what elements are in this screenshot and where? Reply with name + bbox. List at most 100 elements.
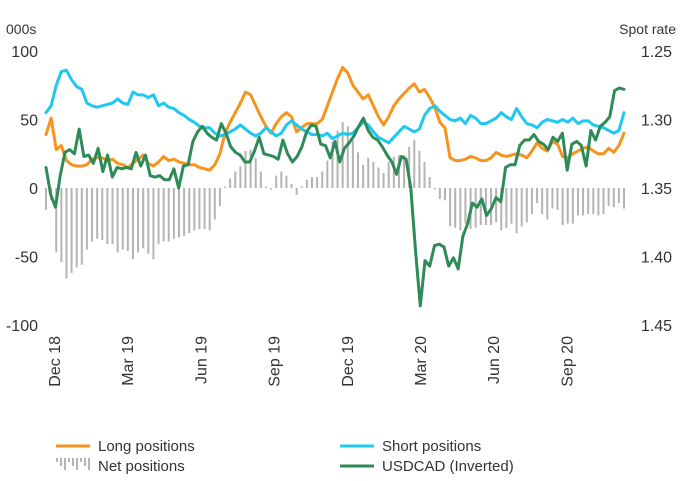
- left-axis-unit: 000s: [6, 21, 36, 37]
- net-position-bar: [367, 157, 370, 188]
- net-position-bar: [172, 188, 175, 239]
- net-position-bar: [91, 188, 94, 242]
- net-position-bar: [295, 188, 298, 195]
- net-position-bar: [484, 188, 487, 225]
- legend-net-swatch-bar: [88, 458, 90, 470]
- net-position-bar: [346, 126, 349, 188]
- net-position-bar: [157, 188, 160, 245]
- legend-net-swatch-bar: [72, 458, 74, 466]
- net-position-bar: [372, 161, 375, 188]
- net-position-bar: [147, 188, 150, 254]
- net-position-bar: [362, 164, 365, 188]
- net-position-bar: [121, 188, 124, 250]
- net-position-bar: [536, 188, 539, 204]
- net-position-bar: [60, 188, 63, 262]
- net-position-bar: [612, 188, 615, 208]
- net-position-bar: [505, 188, 508, 228]
- net-position-bar: [224, 186, 227, 188]
- left-axis: 100 50 0 -50 -100: [6, 44, 38, 335]
- net-position-bar: [387, 161, 390, 188]
- net-position-bar: [500, 188, 503, 231]
- legend-net-swatch-bar: [56, 458, 58, 462]
- net-position-bar: [75, 188, 78, 268]
- right-tick-label: 1.35: [641, 181, 672, 198]
- net-position-bar: [392, 156, 395, 188]
- net-position-bar: [551, 188, 554, 209]
- net-position-bar: [131, 188, 134, 260]
- net-position-bar: [316, 177, 319, 188]
- net-position-bar: [116, 188, 119, 253]
- legend-net-swatch-bar: [60, 458, 62, 466]
- net-position-bar: [515, 188, 518, 234]
- net-position-bar: [403, 155, 406, 188]
- net-position-bar: [80, 188, 83, 265]
- x-axis: Dec 18 Mar 19 Jun 19 Sep 19 Dec 19 Mar 20 Jun …: [47, 336, 576, 387]
- net-position-bar: [602, 188, 605, 215]
- net-position-bar: [96, 188, 99, 239]
- net-position-bar: [259, 171, 262, 188]
- net-position-bar: [326, 160, 329, 188]
- net-position-bar: [525, 188, 528, 223]
- net-position-bar: [377, 167, 380, 188]
- legend-label-short: Short positions: [382, 438, 481, 455]
- net-position-bar: [546, 188, 549, 220]
- x-tick-label: Sep 19: [267, 336, 284, 387]
- net-position-bar: [300, 186, 303, 188]
- right-axis-unit: Spot rate: [619, 21, 676, 37]
- net-position-bar: [561, 188, 564, 225]
- right-tick-label: 1.40: [641, 250, 672, 267]
- net-position-bar: [556, 188, 559, 210]
- x-tick-label: Dec 18: [47, 336, 64, 387]
- legend-net-swatch-bar: [64, 458, 66, 470]
- net-position-bar: [218, 188, 221, 206]
- net-position-bar: [101, 188, 104, 241]
- net-position-bar: [495, 188, 498, 223]
- net-position-bar: [607, 188, 610, 206]
- net-position-bar: [239, 166, 242, 188]
- net-position-bar: [408, 146, 411, 188]
- net-position-bar: [126, 188, 129, 252]
- net-position-bar: [382, 172, 385, 188]
- net-position-bar: [305, 179, 308, 188]
- net-position-bar: [167, 188, 170, 242]
- left-tick-label: 50: [20, 113, 38, 130]
- net-position-bar: [433, 188, 436, 190]
- legend-label-usdcad: USDCAD (Inverted): [382, 458, 514, 475]
- left-tick-label: 100: [11, 44, 38, 61]
- net-position-bar: [576, 188, 579, 216]
- x-tick-label: Jun 19: [193, 336, 210, 384]
- net-position-bar: [193, 188, 196, 231]
- net-position-bar: [85, 188, 88, 250]
- long-positions-line: [44, 65, 626, 172]
- net-position-bar: [541, 188, 544, 215]
- net-position-bar: [459, 188, 462, 231]
- net-position-bar: [510, 188, 513, 224]
- net-position-bar: [137, 188, 140, 253]
- net-position-bar: [454, 188, 457, 228]
- legend-label-long: Long positions: [98, 438, 195, 455]
- net-position-bar: [142, 188, 145, 249]
- net-position-bar: [249, 149, 252, 188]
- net-position-bar: [208, 188, 211, 231]
- right-tick-label: 1.45: [641, 318, 672, 335]
- net-position-bar: [592, 188, 595, 215]
- short-positions-line: [44, 68, 626, 145]
- net-position-bar: [275, 175, 278, 188]
- left-tick-label: -100: [6, 318, 38, 335]
- net-position-bar: [428, 177, 431, 188]
- net-position-bar: [65, 188, 68, 279]
- legend-net-swatch-bar: [76, 458, 78, 470]
- left-tick-label: 0: [29, 181, 38, 198]
- net-position-bar: [582, 188, 585, 216]
- legend-net-swatch-bar: [80, 458, 82, 462]
- left-tick-label: -50: [15, 250, 38, 267]
- net-position-bar: [310, 177, 313, 188]
- legend-net-swatch-bar: [84, 458, 86, 466]
- right-axis: 1.25 1.30 1.35 1.40 1.45: [641, 44, 672, 335]
- net-position-bar: [443, 188, 446, 201]
- net-position-bar: [234, 171, 237, 188]
- net-position-bar: [203, 188, 206, 230]
- x-tick-label: Jun 20: [486, 336, 503, 384]
- net-position-bar: [254, 157, 257, 188]
- net-position-bar: [520, 188, 523, 227]
